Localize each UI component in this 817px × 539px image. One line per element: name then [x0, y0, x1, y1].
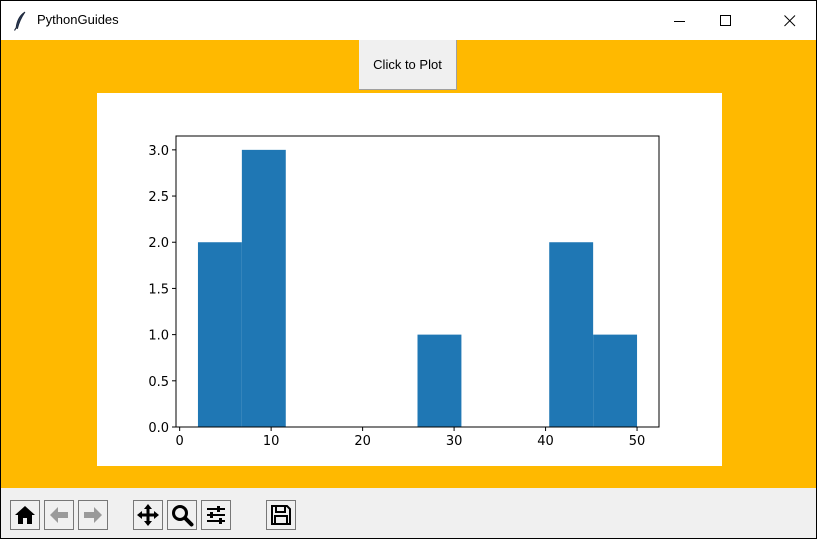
y-tick-label: 0.5 [148, 375, 169, 390]
pan-button[interactable] [133, 500, 163, 530]
pan-icon [137, 504, 159, 526]
home-icon [15, 506, 35, 524]
figure-canvas[interactable]: 0 10 20 30 40 50 0.0 0.5 1.0 1.5 2.0 2.5 3.0 [97, 93, 722, 466]
zoom-icon [172, 505, 194, 527]
y-tick-label: 2.5 [148, 190, 169, 205]
back-button[interactable] [44, 500, 74, 530]
plot-frame [175, 135, 660, 428]
click-to-plot-button[interactable]: Click to Plot [359, 40, 457, 90]
title-bar[interactable]: PythonGuides [1, 1, 816, 40]
histogram-bar [593, 334, 638, 427]
x-tick-label: 40 [537, 434, 554, 449]
close-button[interactable] [767, 1, 813, 40]
x-tick-label: 30 [446, 434, 463, 449]
forward-button[interactable] [78, 500, 108, 530]
x-tick-label: 10 [263, 434, 280, 449]
save-button[interactable] [266, 500, 296, 530]
minimize-icon [674, 21, 685, 22]
window-title: PythonGuides [37, 12, 119, 27]
maximize-icon [720, 15, 731, 26]
main-content: Click to Plot 0 10 20 30 40 50 0.0 0.5 1.0 1.5 2.0… [1, 40, 816, 488]
histogram-bar [549, 242, 594, 427]
histogram-bar [197, 242, 242, 427]
y-tick-label: 1.0 [148, 329, 169, 344]
y-tick-label: 2.0 [148, 236, 169, 251]
maximize-button[interactable] [703, 1, 749, 40]
y-tick-label: 1.5 [148, 282, 169, 297]
zoom-button[interactable] [167, 500, 197, 530]
feather-icon [13, 11, 29, 31]
home-button[interactable] [10, 500, 40, 530]
histogram-bar [417, 334, 462, 427]
forward-arrow-icon [84, 507, 102, 523]
x-tick-label: 0 [176, 434, 184, 449]
navigation-toolbar [1, 488, 816, 538]
x-tick-label: 50 [629, 434, 646, 449]
close-icon [784, 15, 796, 27]
minimize-button[interactable] [657, 1, 703, 40]
histogram-chart: 0 10 20 30 40 50 0.0 0.5 1.0 1.5 2.0 2.5 3.0 [148, 135, 660, 449]
configure-subplots-button[interactable] [201, 500, 231, 530]
x-tick-label: 20 [354, 434, 371, 449]
histogram-bar [241, 149, 286, 427]
y-tick-label: 0.0 [148, 421, 169, 436]
back-arrow-icon [50, 507, 68, 523]
y-tick-label: 3.0 [148, 144, 169, 159]
configure-subplots-icon [207, 506, 225, 524]
save-icon [271, 505, 291, 525]
